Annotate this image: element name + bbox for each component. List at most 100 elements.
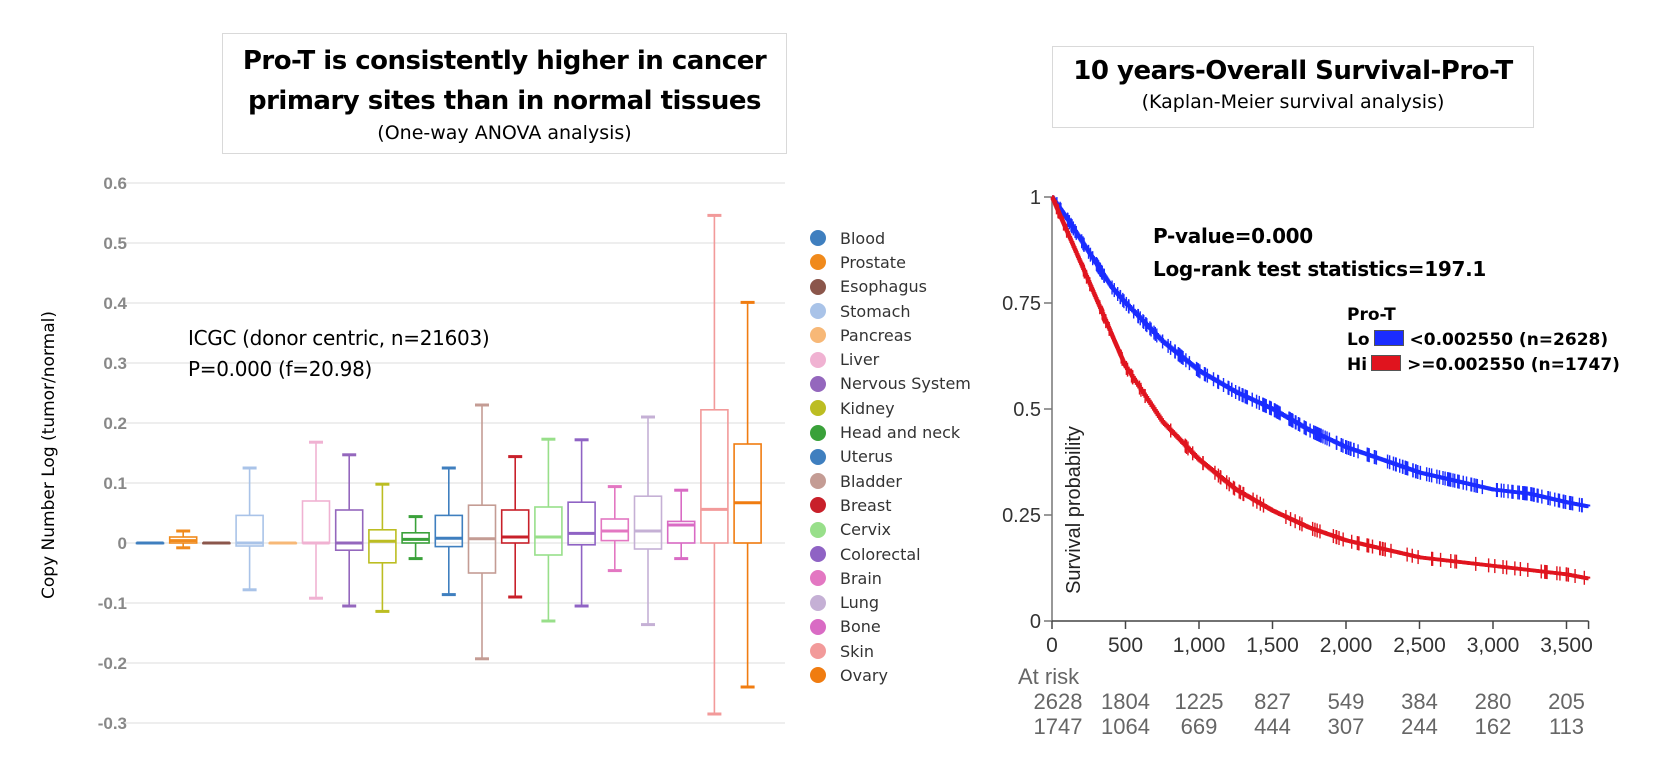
boxplot-y-tick-label: 0.6	[103, 174, 127, 193]
box-kidney	[368, 482, 397, 613]
legend-label: Bladder	[840, 471, 902, 491]
legend-dot-icon	[810, 424, 826, 441]
km-legend-group-hi: Hi	[1347, 355, 1368, 375]
at-risk-cell: 307	[1327, 714, 1365, 739]
legend-item-prostate[interactable]: Prostate	[810, 250, 971, 274]
at-risk-cell: 549	[1327, 689, 1365, 714]
legend-item-skin[interactable]: Skin	[810, 639, 971, 663]
legend-item-lung[interactable]: Lung	[810, 590, 971, 614]
boxplot-y-tick-label: -0.3	[98, 714, 127, 733]
legend-item-bone[interactable]: Bone	[810, 615, 971, 639]
at-risk-cell: 205	[1548, 689, 1585, 714]
km-curves	[1050, 195, 1591, 585]
km-legend-swatch-lo	[1373, 330, 1404, 346]
at-risk-cell: 1225	[1174, 689, 1224, 714]
box-iqr	[434, 514, 464, 548]
box-skin	[700, 213, 729, 716]
km-title: 10 years-Overall Survival-Pro-T	[1073, 56, 1513, 86]
boxplot-title-line1: Pro-T is consistently higher in cancer	[242, 46, 767, 76]
legend-item-esophagus[interactable]: Esophagus	[810, 275, 971, 299]
box-iqr	[534, 506, 563, 556]
boxplot-y-tick-label: 0.1	[103, 474, 127, 493]
km-x-tick-label: 2,000	[1320, 634, 1373, 657]
legend-dot-icon	[810, 618, 826, 635]
boxplot-y-axis-label: Copy Number Log (tumor/normal)	[39, 311, 59, 599]
legend-dot-icon	[810, 278, 826, 295]
km-title-box: 10 years-Overall Survival-Pro-T (Kaplan-…	[1052, 46, 1534, 128]
km-logrank: Log-rank test statistics=197.1	[1153, 257, 1486, 281]
box-blood	[135, 541, 165, 545]
box-iqr	[401, 531, 430, 544]
km-legend-item-lo: Lo <0.002550 (n=2628)	[1347, 328, 1620, 353]
km-pvalue: P-value=0.000	[1153, 224, 1313, 248]
km-y-tick-label: 0.5	[1013, 399, 1041, 421]
at-risk-cell: 827	[1254, 689, 1291, 714]
legend-dot-icon	[810, 594, 826, 611]
boxplot-y-tick-label: -0.2	[98, 654, 127, 673]
km-annotation: P-value=0.000 Log-rank test statistics=1…	[1153, 220, 1486, 286]
legend-label: Skin	[840, 641, 875, 661]
boxplot-subtitle: (One-way ANOVA analysis)	[377, 122, 632, 144]
box-head-and-neck	[401, 515, 430, 561]
km-x-tick-label: 1,000	[1173, 634, 1226, 657]
km-x-tick-label: 2,500	[1393, 634, 1446, 657]
legend-item-stomach[interactable]: Stomach	[810, 299, 971, 323]
at-risk-row-lo: 2628 1804 1225 827 549 384 280 205	[1018, 689, 1585, 714]
legend-dot-icon	[810, 521, 826, 538]
box-breast	[500, 455, 530, 599]
box-nervous-system	[334, 453, 364, 608]
box-iqr	[334, 509, 364, 552]
legend-item-blood[interactable]: Blood	[810, 226, 971, 250]
legend-dot-icon	[810, 351, 826, 368]
anova-annotation: ICGC (donor centric, n=21603) P=0.000 (f…	[188, 323, 490, 385]
boxplot-gridlines	[125, 182, 785, 724]
km-y-tick-label: 0.75	[1002, 293, 1041, 315]
box-iqr	[633, 495, 663, 550]
at-risk-cell: 1804	[1101, 689, 1150, 714]
at-risk-cell: 1064	[1101, 714, 1150, 739]
km-subtitle: (Kaplan-Meier survival analysis)	[1141, 91, 1445, 113]
legend-label: Ovary	[840, 665, 888, 685]
legend-item-head-and-neck[interactable]: Head and neck	[810, 420, 971, 444]
legend-item-liver[interactable]: Liver	[810, 347, 971, 371]
km-legend-label-hi: >=0.002550 (n=1747)	[1407, 355, 1620, 375]
legend-label: Liver	[840, 350, 880, 370]
at-risk-cell: 444	[1254, 714, 1291, 739]
legend-dot-icon	[810, 643, 826, 660]
legend-item-nervous-system[interactable]: Nervous System	[810, 372, 971, 396]
boxplot-legend: Blood Prostate Esophagus Stomach Pancreas Liv…	[810, 226, 971, 688]
legend-item-breast[interactable]: Breast	[810, 493, 971, 517]
legend-item-brain[interactable]: Brain	[810, 566, 971, 590]
legend-label: Cervix	[840, 520, 891, 540]
km-axes: 0 0.25 0.5 0.75 1 0 500 1,000 1,500 2,000 2,500 3,0…	[1002, 187, 1593, 657]
legend-item-pancreas[interactable]: Pancreas	[810, 323, 971, 347]
legend-item-kidney[interactable]: Kidney	[810, 396, 971, 420]
box-iqr	[500, 509, 530, 544]
legend-item-colorectal[interactable]: Colorectal	[810, 542, 971, 566]
legend-item-cervix[interactable]: Cervix	[810, 518, 971, 542]
anova-cohort: ICGC (donor centric, n=21603)	[188, 326, 490, 350]
legend-item-uterus[interactable]: Uterus	[810, 445, 971, 469]
box-esophagus	[202, 541, 231, 545]
legend-label: Brain	[840, 568, 882, 588]
at-risk-cell: 280	[1474, 689, 1512, 714]
legend-label: Bone	[840, 617, 881, 637]
km-censor-marks-hi	[1055, 200, 1586, 585]
legend-dot-icon	[810, 303, 826, 320]
box-ovary	[733, 300, 762, 689]
legend-item-bladder[interactable]: Bladder	[810, 469, 971, 493]
box-colorectal	[567, 438, 596, 608]
box-iqr	[301, 500, 331, 544]
legend-item-ovary[interactable]: Ovary	[810, 663, 971, 687]
km-y-tick-label: 0.25	[1002, 505, 1041, 527]
legend-dot-icon	[810, 327, 826, 344]
at-risk-cell: 669	[1180, 714, 1218, 739]
legend-label: Colorectal	[840, 544, 921, 564]
legend-label: Breast	[840, 495, 892, 515]
box-uterus	[434, 466, 464, 597]
box-bladder	[467, 403, 497, 661]
legend-dot-icon	[810, 570, 826, 587]
km-x-tick-label: 1,500	[1246, 634, 1299, 657]
at-risk-cell: 244	[1401, 714, 1438, 739]
